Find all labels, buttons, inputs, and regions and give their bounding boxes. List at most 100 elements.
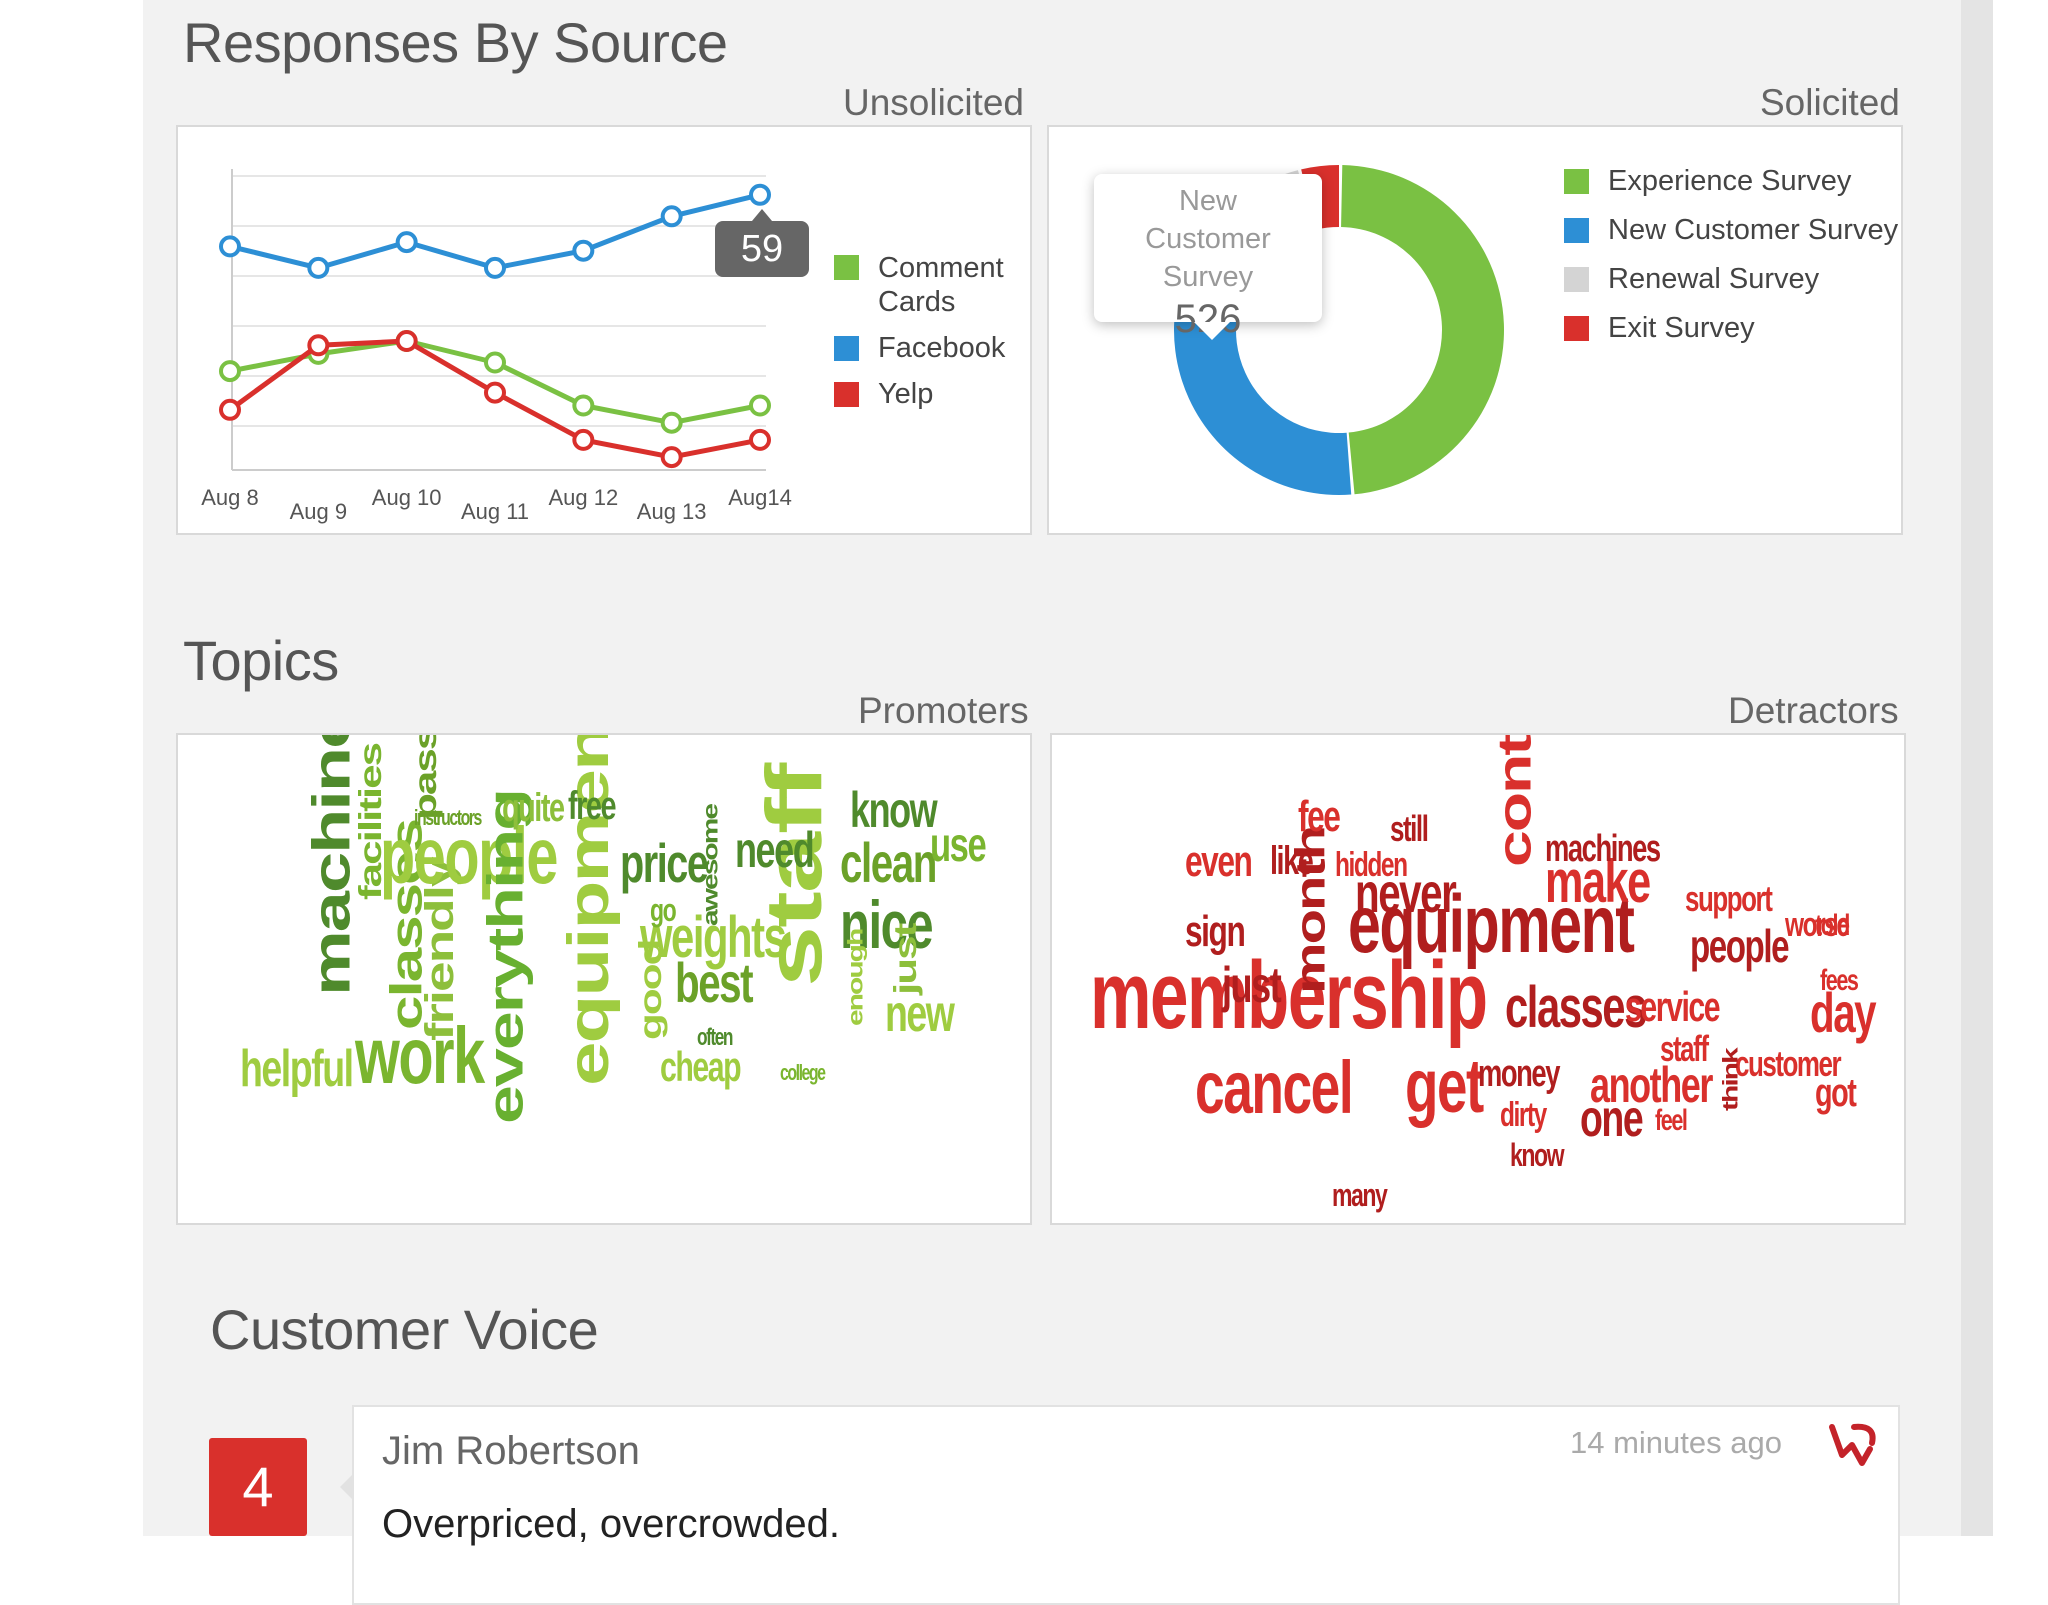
word-cloud-term[interactable]: need xyxy=(735,822,815,878)
word-cloud-term[interactable]: best xyxy=(675,951,754,1015)
word-cloud-term[interactable]: people xyxy=(1690,920,1790,973)
word-cloud-term[interactable]: fees xyxy=(1820,964,1859,997)
legend-label: Exit Survey xyxy=(1608,312,1755,344)
word-cloud-term[interactable]: work xyxy=(355,1011,485,1100)
word-cloud-term[interactable]: know xyxy=(1510,1137,1565,1174)
word-cloud-term[interactable]: hidden xyxy=(1335,845,1408,884)
score-badge: 4 xyxy=(209,1438,307,1536)
x-tick-label: Aug14 xyxy=(728,485,792,510)
unsolicited-legend: Comment Cards Facebook Yelp xyxy=(834,251,1024,424)
word-cloud-term[interactable]: everything xyxy=(477,790,534,1124)
word-cloud-term[interactable]: use xyxy=(930,818,987,872)
word-cloud-term[interactable]: enough xyxy=(843,929,868,1026)
word-cloud-term[interactable]: cheap xyxy=(660,1043,742,1091)
word-cloud-term[interactable]: weights xyxy=(640,904,787,970)
word-cloud-term[interactable]: clean xyxy=(840,831,937,895)
word-cloud-term[interactable]: got xyxy=(1815,1071,1857,1115)
word-cloud-term[interactable]: cancel xyxy=(1195,1045,1354,1129)
word-cloud-term[interactable]: instructors xyxy=(414,805,482,831)
detractors-word-cloud-card: membership equipment contract cancel get clas… xyxy=(1050,733,1906,1225)
word-cloud-term[interactable]: nice xyxy=(840,886,934,963)
word-cloud-term[interactable]: often xyxy=(697,1023,733,1051)
word-cloud-term[interactable]: dirty xyxy=(1500,1095,1547,1134)
word-cloud-term[interactable]: equipment xyxy=(1348,879,1635,971)
solicited-legend: Experience Survey New Customer Survey Re… xyxy=(1564,165,1898,358)
word-cloud-term[interactable]: money xyxy=(1478,1052,1560,1095)
word-cloud-term[interactable]: free xyxy=(568,784,617,828)
word-cloud-term[interactable]: still xyxy=(1390,808,1429,850)
word-cloud-term[interactable]: quite xyxy=(502,786,565,830)
word-cloud-term[interactable]: even xyxy=(1185,836,1253,886)
scrollbar[interactable] xyxy=(1961,0,1993,1536)
word-cloud-term[interactable]: worse xyxy=(1785,905,1850,944)
word-cloud-term[interactable]: just xyxy=(1222,957,1282,1013)
data-point-comment-cards xyxy=(660,411,683,434)
word-cloud-term[interactable]: people xyxy=(380,811,558,900)
data-point-yelp xyxy=(572,428,595,451)
data-point-comment-cards xyxy=(572,394,595,417)
word-cloud-term[interactable]: awesome xyxy=(698,804,723,926)
legend-item-facebook[interactable]: Facebook xyxy=(834,332,1024,365)
legend-swatch xyxy=(1564,169,1589,194)
legend-label: Renewal Survey xyxy=(1608,263,1820,295)
data-point-comment-cards xyxy=(219,360,241,383)
promoters-label: Promoters xyxy=(858,690,1029,731)
legend-swatch xyxy=(1564,316,1589,341)
customer-voice-card[interactable]: Jim Robertson 14 minutes ago Overpriced,… xyxy=(340,1405,1900,1605)
legend-item-new-customer-survey[interactable]: New Customer Survey xyxy=(1564,214,1898,247)
word-cloud-term[interactable]: helpful xyxy=(240,1040,354,1099)
word-cloud-term[interactable]: membership xyxy=(1090,942,1488,1050)
word-cloud-term[interactable]: college xyxy=(780,1060,826,1086)
word-cloud-term[interactable]: another xyxy=(1590,1057,1713,1113)
word-cloud-term[interactable]: machines xyxy=(1545,827,1661,870)
word-cloud-term[interactable]: go xyxy=(650,892,677,929)
word-cloud-term[interactable]: sign xyxy=(1185,906,1246,956)
promoters-word-cloud: machines classes facilities pass friendly peo… xyxy=(178,735,1030,1223)
legend-item-experience-survey[interactable]: Experience Survey xyxy=(1564,165,1898,198)
word-cloud-term[interactable]: just xyxy=(887,924,924,995)
legend-swatch xyxy=(1564,218,1589,243)
section-title-topics: Topics xyxy=(183,629,339,692)
word-cloud-term[interactable]: machines xyxy=(301,733,362,996)
solicited-chart-card: New Customer Survey 526 Experience Surve… xyxy=(1047,125,1903,535)
source-logo-icon xyxy=(1829,1423,1876,1466)
solicited-label: Solicited xyxy=(1760,82,1900,123)
word-cloud-term[interactable]: many xyxy=(1332,1177,1388,1214)
section-title-customer-voice: Customer Voice xyxy=(210,1298,599,1361)
word-cloud-term[interactable]: think xyxy=(1718,1049,1743,1111)
donut-tooltip: New Customer Survey 526 xyxy=(1094,174,1322,341)
legend-item-renewal-survey[interactable]: Renewal Survey xyxy=(1564,263,1898,296)
word-cloud-term[interactable]: new xyxy=(885,985,955,1044)
word-cloud-term[interactable]: like xyxy=(1270,839,1314,883)
data-point-comment-cards xyxy=(484,351,506,374)
word-cloud-term[interactable]: staff xyxy=(1660,1028,1709,1070)
word-cloud-term[interactable]: price xyxy=(620,832,709,894)
legend-item-yelp[interactable]: Yelp xyxy=(834,378,1024,411)
word-cloud-term[interactable]: support xyxy=(1685,878,1773,920)
word-cloud-term[interactable]: never xyxy=(1355,861,1457,925)
word-cloud-term[interactable]: get xyxy=(1405,1044,1484,1130)
legend-swatch xyxy=(834,255,859,280)
unsolicited-label: Unsolicited xyxy=(843,82,1024,123)
data-point-yelp xyxy=(307,334,330,357)
word-cloud-term[interactable]: day xyxy=(1810,981,1877,1045)
word-cloud-term[interactable]: customer xyxy=(1735,1043,1842,1085)
x-tick-label: Aug 11 xyxy=(461,499,529,524)
word-cloud-term[interactable]: told xyxy=(1815,909,1850,942)
data-point-facebook xyxy=(395,231,418,254)
donut-slice-experience-survey xyxy=(1341,165,1504,495)
word-cloud-term[interactable]: fee xyxy=(1298,791,1341,841)
data-point-facebook xyxy=(660,205,683,228)
word-cloud-term[interactable]: make xyxy=(1545,848,1651,915)
word-cloud-term[interactable]: contract xyxy=(1487,733,1541,868)
legend-item-exit-survey[interactable]: Exit Survey xyxy=(1564,312,1898,345)
word-cloud-term[interactable]: classes xyxy=(1505,974,1647,1040)
word-cloud-term[interactable]: good xyxy=(632,940,669,1040)
legend-label: New Customer Survey xyxy=(1608,214,1899,246)
legend-item-comment-cards[interactable]: Comment Cards xyxy=(834,251,1024,319)
x-tick-label: Aug 13 xyxy=(637,499,707,524)
word-cloud-term[interactable]: service xyxy=(1625,983,1721,1031)
word-cloud-term[interactable]: know xyxy=(850,782,938,838)
word-cloud-term[interactable]: feel xyxy=(1655,1104,1688,1137)
word-cloud-term[interactable]: one xyxy=(1580,1090,1644,1149)
